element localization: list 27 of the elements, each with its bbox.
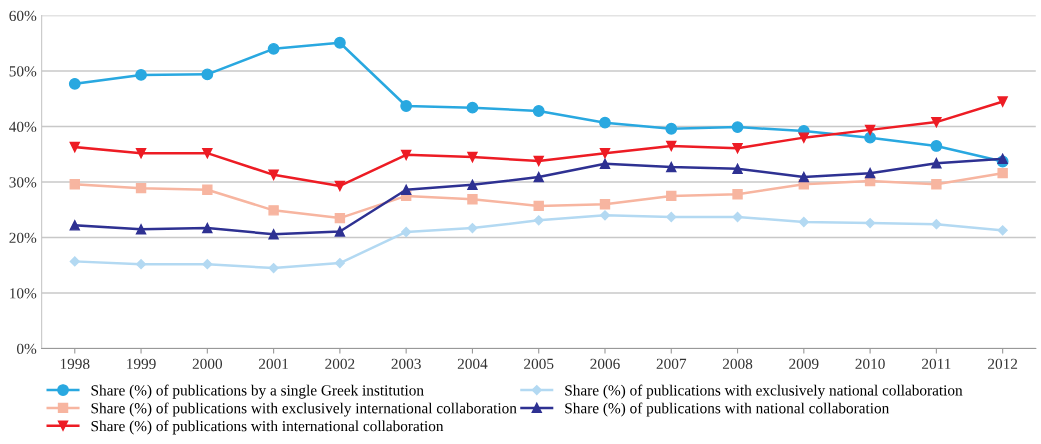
y-tick-label: 0% — [17, 343, 37, 355]
y-tick-label: 40% — [9, 121, 37, 133]
y-tick-label: 60% — [9, 10, 37, 22]
x-tick-label: 2003 — [391, 358, 421, 370]
x-tick-label: 2012 — [988, 358, 1018, 370]
x-tick-label: 2009 — [789, 358, 819, 370]
x-tick-label: 2007 — [656, 358, 687, 370]
x-tick-label: 1999 — [127, 358, 156, 370]
x-tick-label: 2001 — [259, 358, 288, 370]
legend-label: Share (%) of publications by a single Greek institution — [91, 384, 424, 399]
x-tick-label: 2004 — [457, 358, 488, 370]
x-tick-label: 2006 — [590, 358, 620, 370]
x-tick-label: 2010 — [855, 358, 885, 370]
x-tick-label: 2008 — [722, 358, 753, 370]
legend-label: Share (%) of publications with national collaboration — [565, 402, 890, 417]
x-tick-label: 2002 — [325, 358, 355, 370]
x-tick-label: 2011 — [922, 358, 951, 370]
legend-label: Share (%) of publications with exclusively international collaboration — [91, 402, 517, 417]
x-tick-label: 1998 — [60, 358, 90, 370]
x-tick-label: 2005 — [524, 358, 554, 370]
y-tick-label: 10% — [10, 288, 37, 299]
y-tick-label: 50% — [9, 66, 37, 77]
legend-label: Share (%) of publications with exclusively national collaboration — [565, 384, 963, 399]
legend-label: Share (%) of publications with international collaboration — [91, 420, 444, 435]
y-tick-label: 30% — [9, 177, 37, 188]
y-tick-label: 20% — [9, 232, 37, 244]
x-tick-label: 2000 — [192, 358, 223, 370]
